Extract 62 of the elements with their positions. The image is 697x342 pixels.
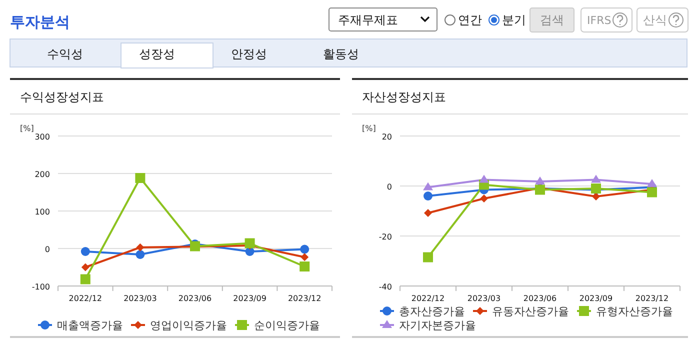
- point: [80, 247, 90, 256]
- point: [300, 262, 310, 272]
- point: [300, 253, 309, 262]
- text: 주재무제표: [338, 13, 398, 27]
- text: 검색: [540, 13, 564, 27]
- point: [535, 176, 545, 184]
- text: 연간: [458, 13, 482, 27]
- y-tick-label: 20: [382, 132, 392, 142]
- x-tick-label: 2022/12: [68, 294, 102, 303]
- legend-label: 자기자본증가율: [399, 319, 476, 332]
- point: [424, 192, 432, 200]
- x-tick-label: 2022/12: [411, 294, 445, 303]
- y-axis-title: [%]: [20, 124, 34, 133]
- legend-label: 유동자산증가율: [492, 305, 569, 318]
- chart-title: 수익성장성지표: [20, 90, 104, 104]
- x-tick-label: 2023/06: [523, 294, 557, 303]
- y-tick-label: 300: [34, 132, 50, 142]
- y-tick-label: -20: [378, 232, 392, 242]
- point: [136, 250, 145, 259]
- text: 투자분석: [10, 13, 70, 31]
- y-tick-label: 200: [34, 170, 50, 179]
- y-tick-label: -100: [32, 282, 50, 292]
- legend-label: 순이익증가율: [254, 319, 320, 332]
- point: [81, 263, 90, 272]
- legend-label: 총자산증가율: [399, 305, 465, 318]
- point: [479, 174, 489, 183]
- text: IFRS: [587, 14, 612, 27]
- point: [423, 252, 433, 262]
- y-tick-label: -40: [378, 282, 392, 292]
- point: [423, 182, 433, 190]
- y-tick-label: 100: [34, 208, 50, 216]
- x-tick-label: 2023/03: [467, 294, 501, 303]
- legend-label: 매출액증가율: [57, 319, 123, 332]
- point: [480, 194, 488, 202]
- point: [592, 192, 600, 200]
- text: 산식: [643, 13, 667, 27]
- text: 분기: [502, 13, 526, 27]
- text: 활동성: [323, 47, 359, 61]
- point: [135, 173, 146, 183]
- legend-label: 영업이익증가율: [150, 319, 227, 332]
- y-tick-label: 0: [44, 245, 50, 254]
- point: [244, 238, 255, 248]
- text: 수익성: [47, 47, 83, 61]
- point: [424, 209, 432, 217]
- point: [591, 174, 601, 183]
- point: [647, 179, 657, 187]
- chart-title: 자산성장성지표: [362, 90, 446, 104]
- x-tick-label: 2023/09: [579, 294, 613, 303]
- point: [136, 243, 144, 252]
- point: [647, 187, 657, 198]
- text: 안정성: [231, 47, 267, 61]
- text: 성장성: [139, 47, 175, 61]
- x-tick-label: 2023/06: [178, 294, 212, 303]
- x-tick-label: 2023/12: [635, 294, 669, 303]
- legend-label: 유형자산증가율: [596, 305, 673, 318]
- y-axis-title: [%]: [362, 124, 376, 133]
- y-tick-label: 0: [386, 182, 392, 192]
- x-tick-label: 2023/09: [233, 294, 266, 303]
- point: [80, 274, 90, 284]
- x-tick-label: 2023/03: [124, 294, 157, 303]
- x-tick-label: 2023/12: [288, 294, 322, 303]
- point: [300, 244, 310, 254]
